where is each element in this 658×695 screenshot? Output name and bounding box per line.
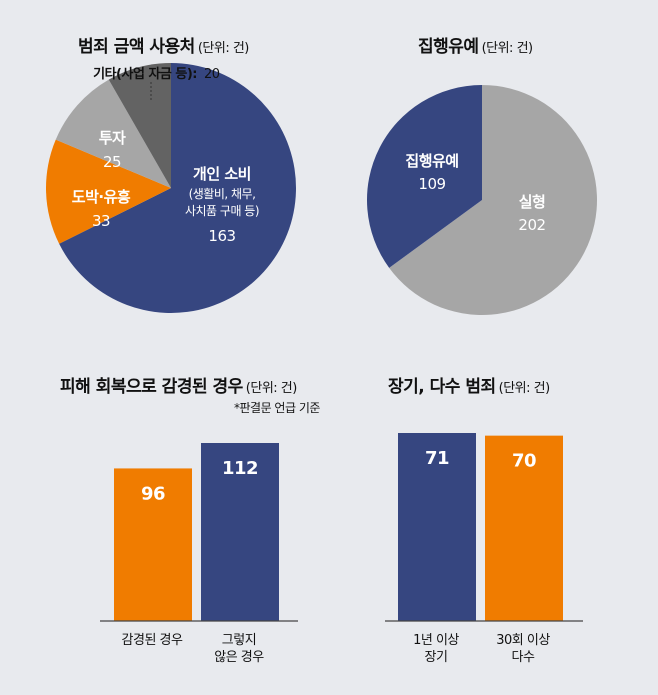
bar2-value-1: 70 [512, 451, 536, 472]
bar2-title: 장기, 다수 범죄 (단위: 건) [388, 372, 550, 397]
bar2-xlabel-0: 1년 이상 장기 [391, 632, 481, 666]
bar2-title-text: 장기, 다수 범죄 [388, 377, 496, 397]
pie2-unit: (단위: 건) [481, 41, 534, 56]
pie1-slice-1 [46, 139, 171, 244]
pie1-title: 범죄 금액 사용처 (단위: 건) [78, 32, 249, 57]
pie1-slice-2 [55, 79, 171, 188]
bar1-value-1: 112 [222, 458, 258, 479]
bar2-xlabel-0-line2: 장기 [424, 650, 448, 665]
pie1-slice-0 [59, 63, 297, 314]
pie1-sublabel-personal-1: (생활비, 채무, [189, 187, 256, 201]
bar1-title: 피해 회복으로 감경된 경우 (단위: 건) [60, 372, 297, 397]
bar1-note: *판결문 언급 기준 [234, 401, 320, 415]
bar2-xlabel-1: 30회 이상 다수 [478, 632, 568, 666]
bar1-title-text: 피해 회복으로 감경된 경우 [60, 377, 243, 397]
bar1-xlabel-0: 감경된 경우 [107, 632, 197, 649]
pie2-title-text: 집행유예 [418, 37, 479, 57]
pie1-label-other: 기타(사업 자금 등): [93, 66, 197, 82]
bar1-xlabel-1: 그렇지 않은 경우 [194, 632, 284, 666]
pie1-value-personal: 163 [208, 227, 235, 245]
pie1-label-gambling: 도박·유흥 [72, 188, 131, 206]
pie2-slice-0 [367, 85, 482, 268]
bar2-xlabel-0-line1: 1년 이상 [413, 633, 459, 648]
bar2-unit: (단위: 건) [498, 381, 551, 396]
bar2-bar-1 [485, 435, 563, 621]
pie1-sublabel-personal-2: 사치품 구매 등) [185, 204, 259, 218]
pie2-title: 집행유예 (단위: 건) [418, 32, 533, 57]
bar2-xlabel-1-line2: 다수 [511, 650, 535, 665]
bar1-bar-1 [201, 443, 279, 621]
bar1-chart: 96 112 [114, 443, 279, 621]
pie1-value-other: 20 [204, 67, 220, 82]
pie1-value-gambling: 33 [92, 212, 110, 230]
bar1-xlabel-0-line: 감경된 경우 [121, 633, 183, 648]
bar2-xlabel-1-line1: 30회 이상 [496, 633, 550, 648]
pie2-label-prison: 실형 [519, 193, 546, 211]
pie1-label-personal: 개인 소비 [193, 165, 251, 183]
pie2-value-prison: 202 [518, 216, 545, 234]
pie1-slice-3 [108, 63, 171, 188]
pie1-chart: 개인 소비 (생활비, 채무, 사치품 구매 등) 163 도박·유흥 33 투자 25 기타(… [46, 63, 297, 314]
bar1-xlabel-1-line2: 않은 경우 [214, 650, 264, 665]
bar1-unit: (단위: 건) [245, 381, 298, 396]
pie2-value-probation: 109 [418, 175, 445, 193]
bar2-chart: 71 70 [398, 433, 563, 621]
bar1-value-0: 96 [141, 483, 165, 504]
bar1-bar-0 [114, 468, 192, 621]
pie1-value-invest: 25 [103, 153, 121, 171]
pie2-chart: 집행유예 109 실형 202 [367, 85, 597, 315]
bar2-value-0: 71 [425, 448, 449, 469]
pie2-label-probation: 집행유예 [405, 152, 458, 170]
pie1-title-text: 범죄 금액 사용처 [78, 37, 195, 57]
pie1-label-invest: 투자 [99, 129, 126, 147]
pie1-unit: (단위: 건) [197, 41, 250, 56]
bar2-bar-0 [398, 433, 476, 621]
bar1-xlabel-1-line1: 그렇지 [221, 633, 257, 648]
pie2-slice-1 [389, 85, 597, 315]
